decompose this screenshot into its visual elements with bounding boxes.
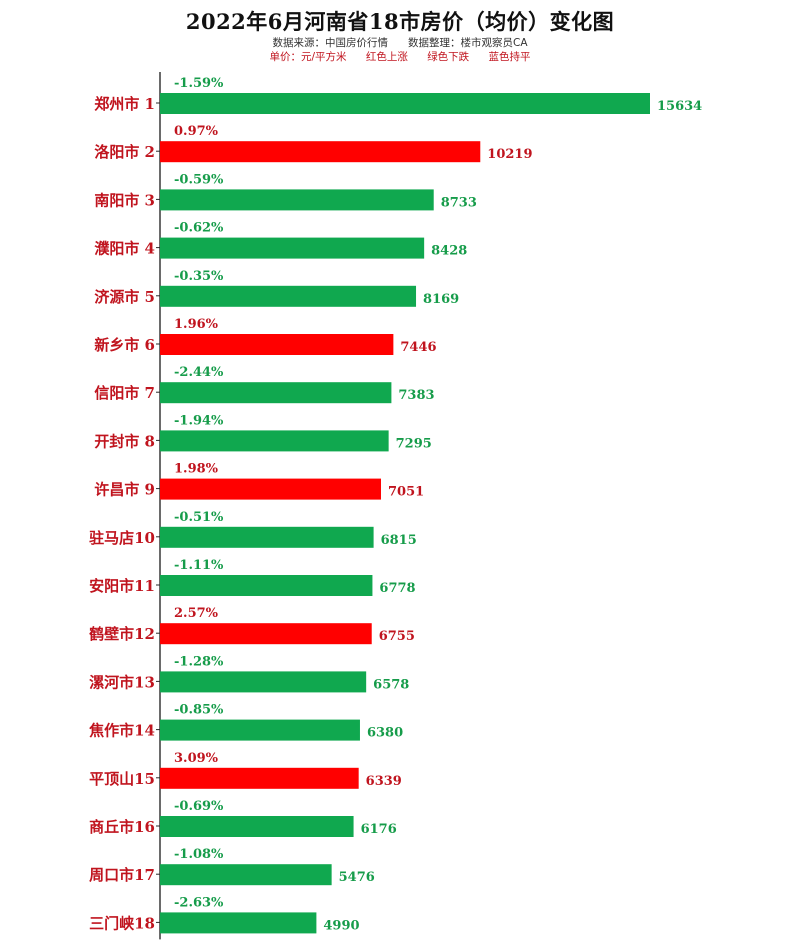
change-label: 1.98%	[174, 462, 219, 477]
bar	[160, 285, 417, 307]
category-label: 商丘市16	[89, 818, 155, 836]
category-label: 新乡市 6	[94, 336, 155, 354]
data-source: 数据来源：中国房价行情	[272, 37, 388, 49]
category-label: 济源市 5	[94, 288, 155, 306]
category-label: 濮阳市 4	[94, 240, 155, 258]
category-label: 安阳市11	[89, 577, 155, 595]
unit-label: 单价：元/平方米	[269, 51, 347, 63]
bar	[160, 719, 360, 741]
category-label: 平顶山15	[89, 770, 155, 788]
change-label: -0.51%	[174, 510, 224, 525]
value-label: 7383	[398, 388, 434, 403]
change-label: -1.08%	[174, 847, 224, 862]
bar	[160, 141, 481, 163]
source-line: 数据来源：中国房价行情 数据整理：楼市观察员CA	[0, 35, 800, 50]
change-label: -1.59%	[174, 76, 224, 91]
change-label: -0.35%	[174, 269, 224, 284]
value-label: 5476	[339, 870, 375, 885]
value-label: 6578	[373, 677, 409, 692]
change-label: -2.44%	[174, 365, 224, 380]
bar	[160, 430, 389, 452]
bar	[160, 623, 372, 645]
value-label: 7051	[388, 485, 424, 500]
data-compiler: 数据整理：楼市观察员CA	[408, 37, 528, 49]
bar	[160, 237, 425, 259]
bar	[160, 93, 650, 114]
change-label: -2.63%	[174, 895, 224, 910]
bar	[160, 478, 381, 500]
change-label: 1.96%	[174, 317, 219, 332]
bar	[160, 334, 394, 355]
legend-flat: 蓝色持平	[488, 51, 531, 63]
value-label: 7446	[400, 340, 436, 355]
value-label: 4990	[323, 918, 359, 933]
category-label: 三门峡18	[89, 914, 155, 932]
bar	[160, 382, 392, 404]
bar	[160, 816, 354, 837]
category-label: 许昌市 9	[94, 481, 155, 499]
bar	[160, 575, 373, 596]
bar	[160, 864, 332, 886]
legend-down: 绿色下跌	[427, 51, 470, 63]
category-label: 洛阳市 2	[94, 143, 155, 161]
category-label: 鹤壁市12	[89, 625, 155, 643]
value-label: 10219	[487, 147, 532, 162]
chart-title: 2022年6月河南省18市房价（均价）变化图	[185, 9, 615, 34]
bar	[160, 526, 374, 548]
value-label: 7295	[396, 436, 432, 451]
category-label: 信阳市 7	[94, 384, 155, 402]
category-label: 驻马店10	[89, 529, 155, 547]
category-label: 焦作市14	[88, 722, 155, 740]
category-label: 南阳市 3	[94, 191, 155, 209]
value-label: 6339	[366, 774, 402, 789]
category-label: 郑州市 1	[94, 95, 155, 113]
bar	[160, 189, 434, 211]
value-label: 8733	[441, 195, 477, 210]
bar	[160, 767, 359, 789]
change-label: 3.09%	[174, 751, 219, 766]
category-label: 漯河市13	[89, 673, 155, 691]
change-label: -0.69%	[174, 799, 224, 814]
value-label: 6380	[367, 726, 403, 741]
change-label: -1.11%	[174, 558, 224, 573]
legend-line: 单价：元/平方米 红色上涨 绿色下跌 蓝色持平	[0, 49, 800, 64]
category-label: 开封市 8	[94, 432, 155, 450]
value-label: 6176	[361, 822, 397, 837]
change-label: 0.97%	[174, 124, 219, 139]
change-label: -0.59%	[174, 172, 224, 187]
value-label: 6815	[381, 533, 417, 548]
change-label: -0.85%	[174, 703, 224, 718]
bar	[160, 912, 317, 934]
change-label: 2.57%	[174, 606, 219, 621]
value-label: 6755	[379, 629, 415, 644]
change-label: -1.28%	[174, 654, 224, 669]
value-label: 8428	[431, 244, 467, 259]
category-label: 周口市17	[89, 866, 155, 884]
value-label: 15634	[657, 99, 702, 114]
legend-up: 红色上涨	[365, 51, 408, 63]
value-label: 8169	[423, 292, 459, 307]
change-label: -1.94%	[174, 413, 224, 428]
change-label: -0.62%	[174, 221, 224, 236]
bar	[160, 671, 367, 693]
value-label: 6778	[379, 581, 415, 596]
